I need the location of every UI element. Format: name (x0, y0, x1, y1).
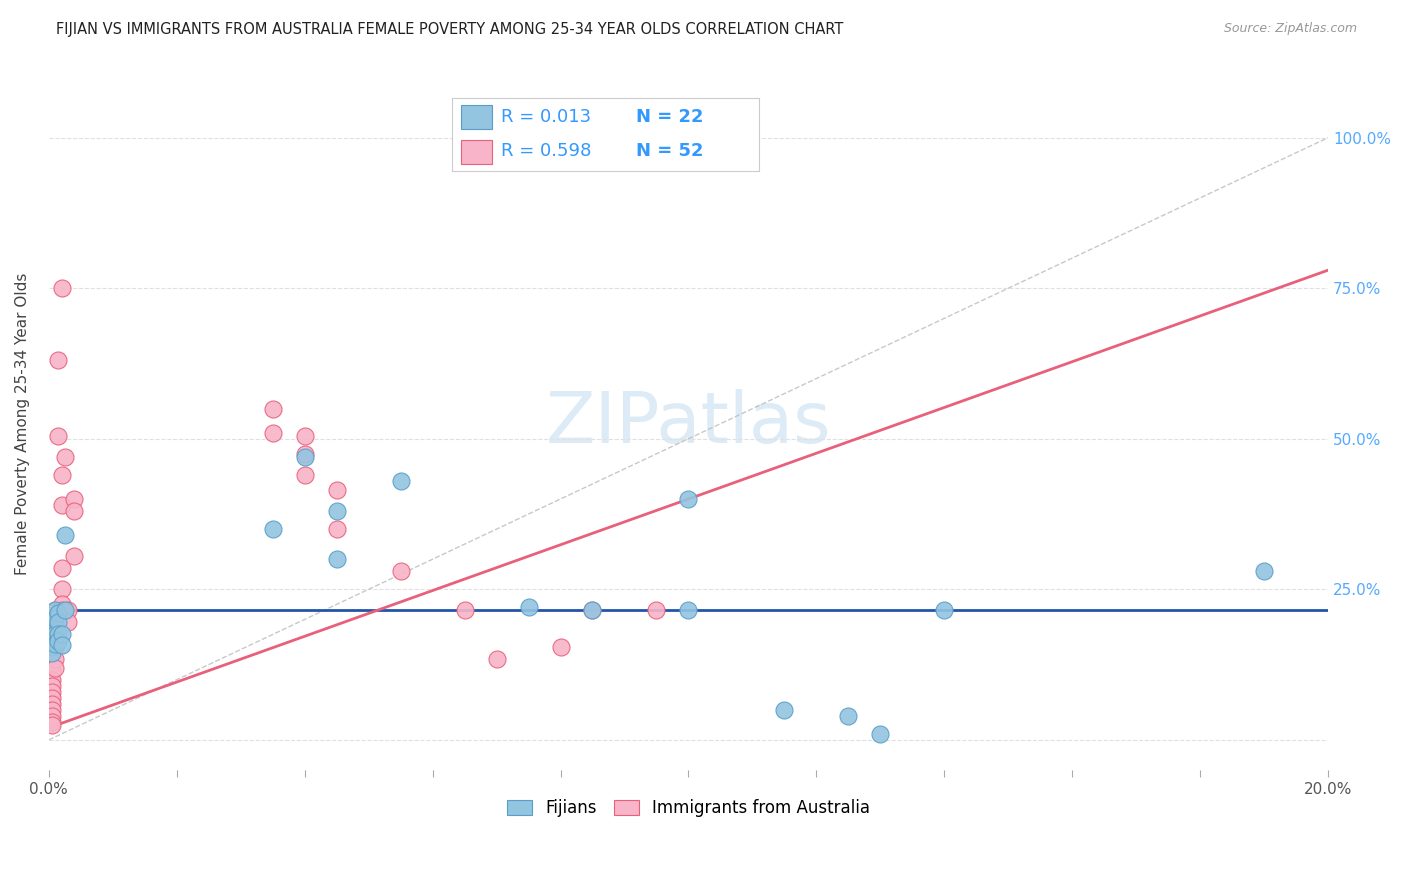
Point (41, 708, 63, 723)
Point (51, 598, 73, 612)
Point (56, 603, 79, 617)
Point (869, 727, 891, 741)
Point (53, 603, 76, 617)
Point (51, 281, 73, 295)
Point (56, 615, 79, 630)
Point (934, 603, 956, 617)
Point (294, 429, 316, 443)
Point (46, 353, 69, 368)
Point (51, 603, 73, 617)
Text: FIJIAN VS IMMIGRANTS FROM AUSTRALIA FEMALE POVERTY AMONG 25-34 YEAR OLDS CORRELA: FIJIAN VS IMMIGRANTS FROM AUSTRALIA FEMA… (56, 22, 844, 37)
Point (51, 638, 73, 652)
Point (39, 688, 62, 702)
Point (325, 552, 347, 566)
Point (46, 627, 69, 641)
Point (51, 582, 73, 597)
Point (41, 646, 63, 660)
Point (773, 703, 796, 717)
Point (325, 504, 347, 518)
Point (262, 425, 284, 440)
Point (294, 450, 316, 464)
Point (44, 627, 66, 641)
Point (44, 603, 66, 617)
Point (581, 603, 603, 617)
Point (41, 684, 63, 698)
Point (41, 714, 63, 729)
Point (41, 690, 63, 705)
Point (41, 673, 63, 687)
Point (51, 627, 73, 641)
Point (1253, 564, 1275, 578)
Point (645, 603, 668, 617)
Point (46, 607, 69, 621)
Point (262, 401, 284, 416)
Point (44, 640, 66, 654)
Point (678, 603, 700, 617)
Point (678, 491, 700, 506)
Point (44, 612, 66, 626)
Point (581, 603, 603, 617)
Point (837, 708, 859, 723)
Point (41, 697, 63, 711)
Point (46, 633, 69, 648)
Point (39, 694, 62, 708)
Point (44, 651, 66, 665)
Point (41, 631, 63, 645)
Point (63, 504, 86, 518)
Point (485, 651, 508, 665)
Point (41, 718, 63, 732)
Point (51, 467, 73, 482)
Point (44, 636, 66, 650)
Point (39, 681, 62, 696)
Point (41, 664, 63, 678)
Point (325, 522, 347, 536)
Point (517, 600, 540, 615)
Point (51, 498, 73, 512)
Y-axis label: Female Poverty Among 25-34 Year Olds: Female Poverty Among 25-34 Year Olds (15, 273, 30, 575)
Point (262, 522, 284, 536)
Point (46, 429, 69, 443)
Point (41, 703, 63, 717)
Text: Source: ZipAtlas.com: Source: ZipAtlas.com (1223, 22, 1357, 36)
Point (613, 119, 636, 133)
Point (41, 640, 63, 654)
Point (44, 615, 66, 630)
Point (389, 474, 412, 488)
Point (294, 467, 316, 482)
Point (46, 615, 69, 630)
Point (53, 528, 76, 542)
Point (44, 627, 66, 641)
Point (39, 675, 62, 690)
Legend: Fijians, Immigrants from Australia: Fijians, Immigrants from Australia (501, 793, 876, 824)
Point (63, 549, 86, 564)
Text: ZIPatlas: ZIPatlas (546, 389, 831, 458)
Point (389, 564, 412, 578)
Point (44, 603, 66, 617)
Point (325, 483, 347, 497)
Point (63, 491, 86, 506)
Point (41, 679, 63, 693)
Point (41, 615, 63, 630)
Point (453, 603, 475, 617)
Point (294, 447, 316, 461)
Point (44, 660, 66, 674)
Point (53, 450, 76, 464)
Point (550, 640, 572, 654)
Point (51, 561, 73, 575)
